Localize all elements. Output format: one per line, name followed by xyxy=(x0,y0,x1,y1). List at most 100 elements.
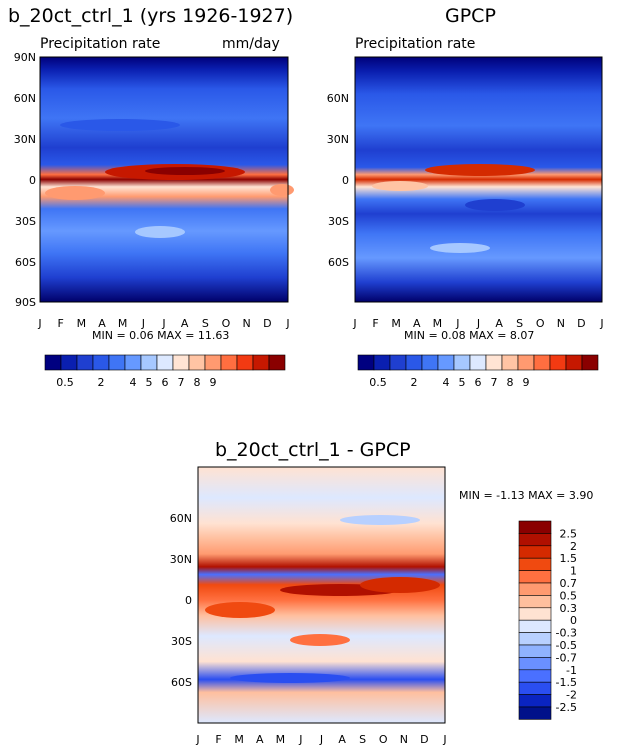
colorbar-label: 1.5 xyxy=(560,552,578,565)
colorbar-swatch xyxy=(518,694,552,708)
colorbar-swatch xyxy=(92,354,110,371)
colorbar-swatch xyxy=(389,354,407,371)
colorbar-swatch xyxy=(172,354,190,371)
colorbar-swatch xyxy=(549,354,567,371)
x-tick-label: J xyxy=(141,317,145,330)
x-tick-label: J xyxy=(455,317,459,330)
x-tick-label: M xyxy=(391,317,401,330)
colorbar-swatch xyxy=(518,706,552,720)
x-tick-label: A xyxy=(256,733,264,746)
x-tick-label: O xyxy=(536,317,545,330)
x-tick-label: J xyxy=(37,317,41,330)
x-tick-label: S xyxy=(202,317,209,330)
panel1-blobs xyxy=(45,119,294,238)
colorbar-swatch xyxy=(565,354,583,371)
panel1-colorbar: 0.5 2 4 5 6 7 8 9 xyxy=(44,354,286,389)
colorbar-label: 6 xyxy=(162,376,169,389)
x-tick-label: J xyxy=(161,317,165,330)
x-tick-label: F xyxy=(372,317,378,330)
panel1-stats: MIN = 0.06 MAX = 11.63 xyxy=(92,329,229,342)
colorbar-swatch xyxy=(518,681,552,695)
panel2-title: GPCP xyxy=(445,5,496,27)
y-tick-label: 60N xyxy=(327,92,349,105)
colorbar-label: 6 xyxy=(475,376,482,389)
colorbar-label: -1.5 xyxy=(556,676,577,689)
panel1-subtitle: Precipitation rate xyxy=(40,36,160,52)
colorbar-label: 0.7 xyxy=(560,577,578,590)
colorbar-swatch xyxy=(373,354,391,371)
colorbar-swatch xyxy=(518,570,552,584)
colorbar-label: 7 xyxy=(178,376,185,389)
x-tick-label: D xyxy=(263,317,271,330)
colorbar-label: -1 xyxy=(566,664,577,677)
x-tick-label: N xyxy=(557,317,565,330)
colorbar-swatch xyxy=(204,354,222,371)
colorbar-swatch xyxy=(517,354,535,371)
x-tick-label: A xyxy=(181,317,189,330)
y-tick-label: 0 xyxy=(342,174,349,187)
x-tick-label: S xyxy=(359,733,366,746)
colorbar-swatch xyxy=(518,657,552,671)
colorbar-label: 9 xyxy=(523,376,530,389)
x-tick-label: J xyxy=(195,733,199,746)
y-tick-label: 30N xyxy=(14,133,36,146)
panel1-y-tick-labels: 90N 60N 30N 0 30S 60S 90S xyxy=(14,51,36,309)
colorbar-swatch xyxy=(518,644,552,658)
panel3-stats: MIN = -1.13 MAX = 3.90 xyxy=(459,489,593,502)
colorbar-label: -0.3 xyxy=(556,627,577,640)
colorbar-swatch xyxy=(357,354,375,371)
colorbar-label: 4 xyxy=(130,376,137,389)
x-tick-label: J xyxy=(476,317,480,330)
colorbar-swatch xyxy=(581,354,599,371)
x-tick-label: S xyxy=(516,317,523,330)
x-tick-label: F xyxy=(215,733,221,746)
colorbar-swatch xyxy=(533,354,551,371)
y-tick-label: 60N xyxy=(14,92,36,105)
colorbar-swatch xyxy=(469,354,487,371)
colorbar-label: 0.5 xyxy=(369,376,387,389)
colorbar-label: 9 xyxy=(210,376,217,389)
panel2-subtitle: Precipitation rate xyxy=(355,36,475,52)
x-tick-label: M xyxy=(77,317,87,330)
colorbar-label: 0.5 xyxy=(560,589,578,602)
x-tick-label: A xyxy=(338,733,346,746)
y-tick-label: 60S xyxy=(171,676,192,689)
x-tick-label: J xyxy=(298,733,302,746)
y-tick-label: 30N xyxy=(327,133,349,146)
colorbar-label: 0.3 xyxy=(560,602,578,615)
y-tick-label: 60N xyxy=(170,512,192,525)
y-tick-label: 60S xyxy=(328,256,349,269)
y-tick-label: 30S xyxy=(328,215,349,228)
colorbar-swatch xyxy=(236,354,254,371)
y-tick-label: 30S xyxy=(171,635,192,648)
x-tick-label: D xyxy=(420,733,428,746)
x-tick-label: O xyxy=(379,733,388,746)
panel2-y-tick-labels: 60N 30N 0 30S 60S xyxy=(327,92,349,269)
colorbar-swatch xyxy=(453,354,471,371)
colorbar-swatch xyxy=(518,533,552,547)
x-tick-label: A xyxy=(413,317,421,330)
x-tick-label: J xyxy=(352,317,356,330)
panel1-title: b_20ct_ctrl_1 (yrs 1926-1927) xyxy=(8,5,293,27)
colorbar-swatch xyxy=(501,354,519,371)
x-tick-label: M xyxy=(433,317,443,330)
colorbar-label: 8 xyxy=(507,376,514,389)
colorbar-swatch xyxy=(76,354,94,371)
colorbar-swatch xyxy=(268,354,286,371)
panel3-y-tick-labels: 60N 30N 0 30S 60S xyxy=(170,512,192,689)
x-tick-label: N xyxy=(400,733,408,746)
x-tick-label: J xyxy=(319,733,323,746)
x-tick-label: J xyxy=(599,317,603,330)
colorbar-label: -2.5 xyxy=(556,701,577,714)
x-tick-label: N xyxy=(243,317,251,330)
y-tick-label: 90S xyxy=(15,296,36,309)
y-tick-label: 30N xyxy=(170,553,192,566)
y-tick-label: 0 xyxy=(185,594,192,607)
x-tick-label: A xyxy=(98,317,106,330)
panel3-colorbar: 2.521.510.70.50.30-0.3-0.5-0.7-1-1.5-2-2… xyxy=(518,520,578,720)
panel3-blobs xyxy=(205,515,440,683)
